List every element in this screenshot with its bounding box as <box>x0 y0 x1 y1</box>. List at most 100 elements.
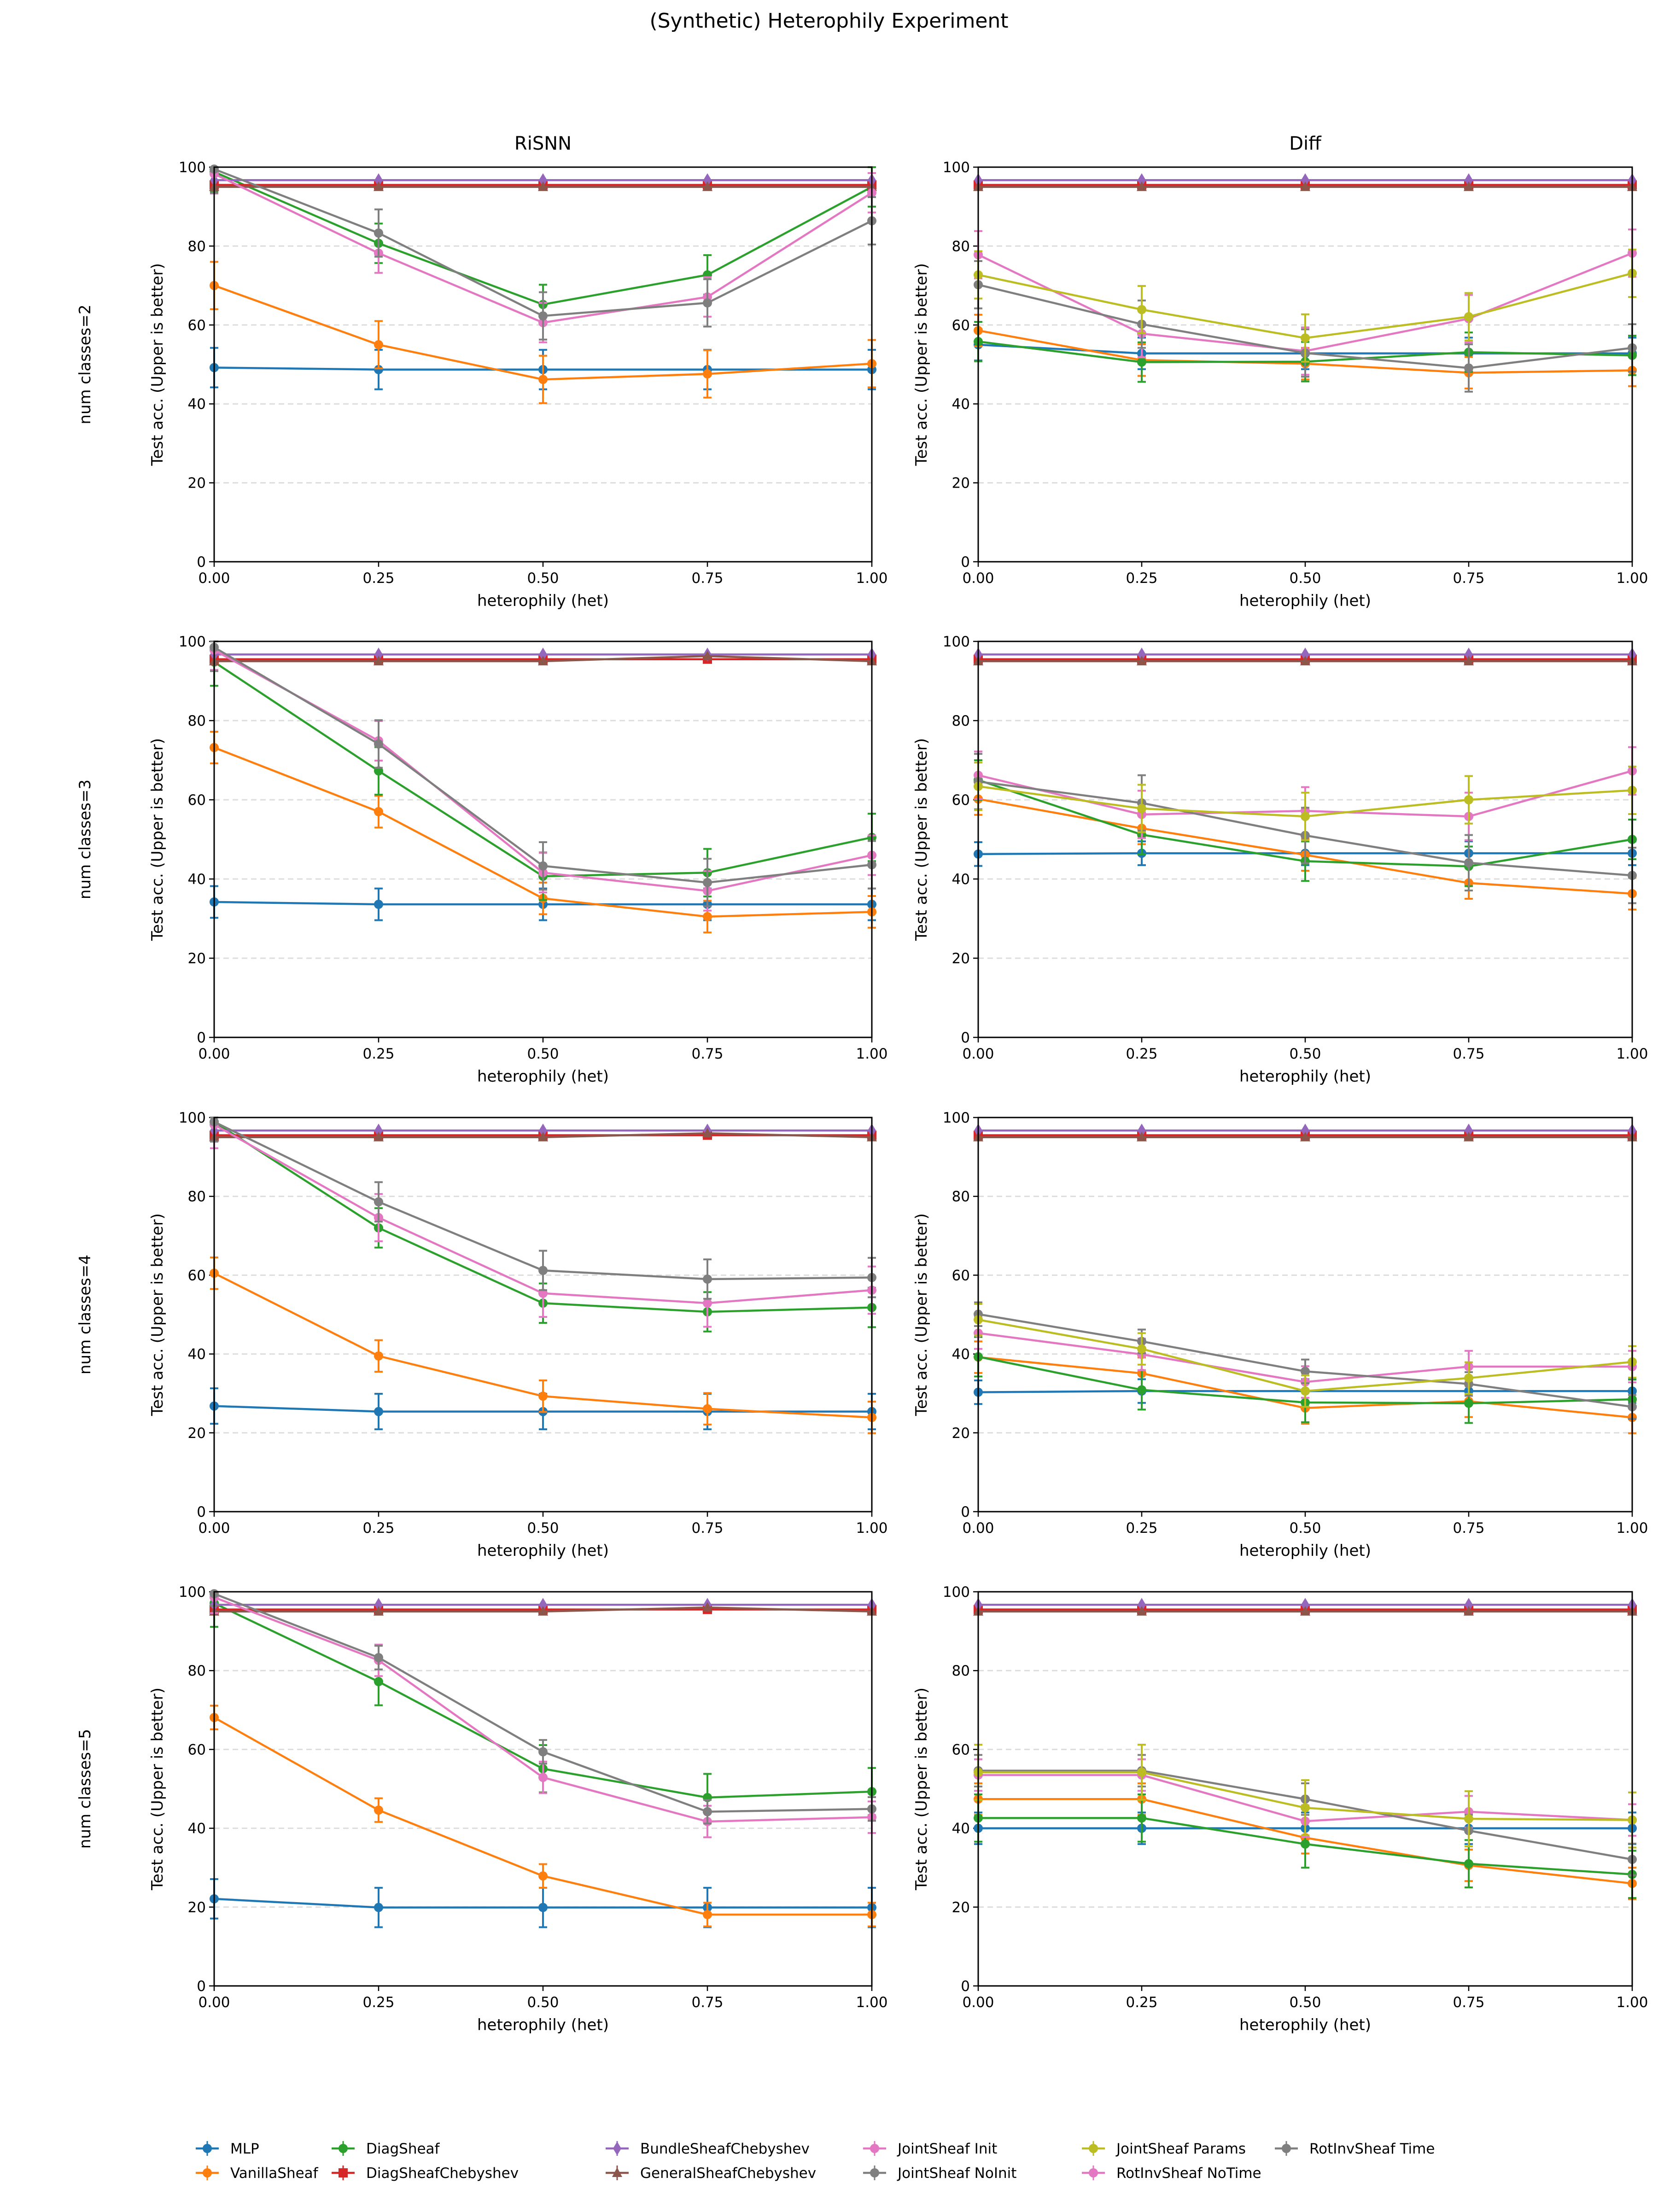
data-point <box>1464 363 1473 373</box>
x-tick-label: 0.00 <box>962 1994 994 2011</box>
series-generalsheafchebyshev <box>209 181 877 191</box>
x-axis-label: heterophily (het) <box>477 2016 609 2034</box>
legend-marker <box>1089 2168 1098 2177</box>
data-point <box>538 861 548 871</box>
y-tick-label: 0 <box>197 1504 206 1520</box>
data-point <box>538 1391 548 1401</box>
y-tick-label: 20 <box>952 1899 970 1916</box>
data-point <box>703 1404 712 1414</box>
y-tick-label: 60 <box>188 792 206 809</box>
y-tick-label: 0 <box>197 554 206 570</box>
data-point <box>703 1274 712 1284</box>
x-tick-label: 1.00 <box>856 1520 887 1537</box>
y-axis-label: Test acc. (Upper is better) <box>912 738 931 941</box>
y-tick-label: 80 <box>188 1663 206 1679</box>
data-point <box>1300 181 1310 191</box>
y-tick-label: 0 <box>961 1030 970 1046</box>
data-point <box>1300 656 1310 665</box>
data-point <box>1137 1768 1146 1777</box>
y-tick-label: 80 <box>952 1188 970 1205</box>
data-point <box>1137 181 1147 191</box>
x-tick-label: 1.00 <box>856 570 887 587</box>
data-point <box>1464 1859 1473 1869</box>
y-tick-label: 100 <box>943 1110 970 1126</box>
data-point <box>1464 181 1474 191</box>
data-point <box>1301 1839 1310 1849</box>
x-tick-label: 0.25 <box>362 570 394 587</box>
data-point <box>1464 312 1473 321</box>
series-bundlesheafchebyshev <box>210 1123 876 1138</box>
axes-frame <box>213 166 873 563</box>
x-tick-label: 0.25 <box>1126 1994 1157 2011</box>
data-point <box>703 912 712 921</box>
data-point <box>538 1871 548 1881</box>
y-axis-label: Test acc. (Upper is better) <box>912 263 931 466</box>
subplot-2: 0 20 40 60 80 100 0.00 0.25 0.50 0.75 1.00 heteroph… <box>148 634 888 1086</box>
x-tick-label: 0.00 <box>198 1520 230 1537</box>
y-tick-label: 100 <box>943 159 970 176</box>
data-point <box>1464 1398 1473 1408</box>
legend: MLP VanillaSheaf DiagSheaf DiagSheafChebysh… <box>196 2141 1435 2182</box>
y-tick-label: 60 <box>952 792 970 809</box>
data-point <box>1465 1598 1473 1612</box>
data-point <box>374 1407 383 1416</box>
x-tick-label: 0.75 <box>691 1046 723 1062</box>
x-tick-label: 1.00 <box>1616 1994 1648 2011</box>
data-point <box>374 1197 383 1207</box>
x-tick-label: 1.00 <box>856 1046 887 1062</box>
x-tick-label: 0.00 <box>198 1046 230 1062</box>
legend-marker <box>870 2168 879 2177</box>
row-label: num classes=4 <box>76 1255 94 1374</box>
data-point <box>1138 173 1146 187</box>
data-point <box>1301 647 1309 662</box>
series-rotinvsheaf-notime <box>210 1591 876 1839</box>
data-point <box>539 1598 547 1612</box>
y-tick-label: 60 <box>188 1741 206 1758</box>
y-tick-label: 20 <box>952 1425 970 1442</box>
row-label: num classes=2 <box>76 304 94 424</box>
x-axis-label: heterophily (het) <box>1239 1542 1371 1560</box>
series-jointsheaf-params <box>974 762 1637 841</box>
subplot-3: 0 20 40 60 80 100 0.00 0.25 0.50 0.75 1.00 heteroph… <box>912 634 1648 1086</box>
data-point <box>374 181 384 191</box>
subplot-4: 0 20 40 60 80 100 0.00 0.25 0.50 0.75 1.00 heteroph… <box>148 1110 888 1560</box>
y-tick-label: 60 <box>952 317 970 334</box>
data-point <box>1137 305 1146 314</box>
data-point <box>374 340 383 349</box>
data-point <box>539 647 547 662</box>
legend-marker <box>203 2168 212 2177</box>
x-axis-label: heterophily (het) <box>1239 2016 1371 2034</box>
data-point <box>1464 1606 1474 1616</box>
subplot-0: 0 20 40 60 80 100 0.00 0.25 0.50 0.75 1.00 heteroph… <box>148 159 888 610</box>
axes-frame <box>977 166 1633 563</box>
y-tick-label: 40 <box>188 396 206 413</box>
subplot-7: 0 20 40 60 80 100 0.00 0.25 0.50 0.75 1.00 heteroph… <box>912 1584 1648 2034</box>
data-point <box>1301 1123 1309 1138</box>
legend-label: BundleSheafChebyshev <box>640 2141 810 2157</box>
x-axis-label: heterophily (het) <box>1239 592 1371 610</box>
legend-label: DiagSheaf <box>366 2141 440 2157</box>
series-generalsheafchebyshev <box>973 656 1637 665</box>
y-tick-label: 40 <box>952 396 970 413</box>
legend-entry: JointSheaf Init <box>863 2141 997 2157</box>
series-diagsheaf <box>974 1793 1637 1899</box>
data-point <box>1137 357 1146 367</box>
legend-entry: RotInvSheaf NoTime <box>1082 2165 1261 2182</box>
subplot-1: 0 20 40 60 80 100 0.00 0.25 0.50 0.75 1.00 heteroph… <box>912 159 1648 610</box>
series-bundlesheafchebyshev <box>974 1123 1636 1138</box>
data-point <box>1137 803 1146 813</box>
data-point <box>1137 1385 1146 1395</box>
data-point <box>374 228 383 238</box>
legend-marker <box>339 2144 348 2153</box>
y-tick-label: 80 <box>952 713 970 729</box>
x-tick-label: 0.25 <box>362 1520 394 1537</box>
series-rotinvsheaf-time <box>210 1117 876 1300</box>
y-tick-label: 20 <box>952 475 970 492</box>
data-point <box>1464 795 1473 804</box>
data-point <box>1464 1131 1474 1141</box>
data-point <box>1138 647 1146 662</box>
data-point <box>1465 647 1473 662</box>
data-point <box>538 1747 548 1757</box>
data-point <box>703 173 712 187</box>
data-point <box>374 1805 383 1815</box>
